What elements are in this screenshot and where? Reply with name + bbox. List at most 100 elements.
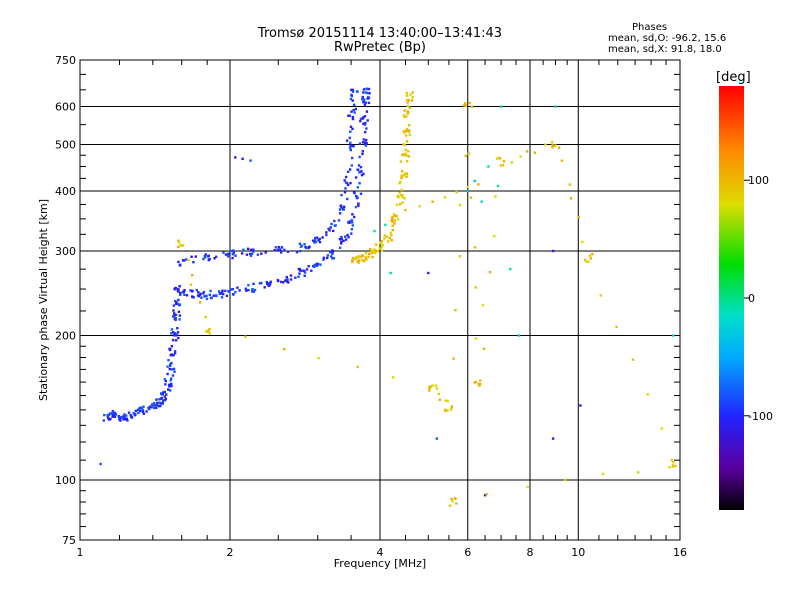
data-point: [269, 282, 272, 286]
data-point: [217, 290, 221, 293]
data-point: [563, 478, 567, 482]
data-point: [348, 220, 351, 223]
data-point: [340, 240, 343, 244]
data-point: [265, 280, 269, 284]
data-point: [354, 205, 358, 209]
y-tick-label: 600: [55, 101, 76, 114]
data-point: [352, 103, 356, 106]
data-point: [370, 250, 373, 253]
data-point: [399, 180, 402, 183]
data-point: [407, 150, 410, 153]
data-point: [496, 157, 499, 160]
data-point: [364, 130, 367, 134]
data-point: [365, 110, 369, 113]
data-point: [171, 338, 175, 342]
data-point: [354, 176, 358, 179]
data-point: [379, 241, 382, 244]
data-point: [192, 261, 195, 264]
data-point: [380, 239, 383, 243]
data-point: [185, 294, 189, 297]
data-point: [247, 284, 250, 287]
phase-x-stats: mean, sd,X: 91.8, 18.0: [608, 44, 722, 55]
data-point: [406, 154, 409, 157]
data-point: [467, 152, 470, 155]
data-point: [150, 403, 154, 406]
data-point: [483, 494, 487, 497]
data-point: [145, 410, 148, 413]
data-point: [295, 250, 299, 254]
data-point: [340, 193, 343, 197]
data-point: [399, 193, 403, 197]
data-point: [365, 87, 368, 91]
data-point: [544, 143, 547, 146]
data-point: [172, 367, 176, 371]
data-point: [176, 331, 180, 334]
data-point: [428, 389, 431, 393]
data-point: [170, 361, 173, 365]
data-point: [218, 292, 222, 295]
data-point: [298, 249, 302, 253]
data-point: [152, 404, 155, 407]
data-point: [119, 416, 122, 419]
data-point: [364, 144, 368, 147]
data-point: [363, 115, 367, 118]
data-point: [671, 334, 675, 337]
data-point: [402, 143, 405, 146]
data-point: [367, 101, 371, 105]
data-point: [464, 154, 467, 158]
data-point: [231, 256, 234, 260]
data-point: [359, 192, 363, 195]
data-point: [273, 249, 276, 252]
data-point: [190, 255, 193, 258]
data-point: [319, 263, 322, 266]
data-point: [202, 292, 205, 295]
data-point: [169, 389, 172, 392]
data-point: [331, 252, 334, 256]
data-point: [333, 224, 336, 227]
data-point: [458, 203, 462, 207]
data-point: [183, 289, 186, 292]
data-point: [103, 413, 106, 417]
data-point: [166, 372, 169, 376]
data-point: [139, 409, 142, 413]
data-point: [398, 191, 401, 194]
data-point: [358, 171, 361, 174]
data-point: [203, 254, 206, 258]
data-point: [401, 201, 404, 204]
data-point: [362, 138, 365, 141]
data-point: [328, 229, 331, 232]
data-point: [253, 288, 257, 292]
data-point: [581, 240, 584, 244]
data-point: [138, 408, 141, 411]
data-point: [204, 315, 207, 319]
data-point: [554, 144, 557, 147]
data-point: [234, 254, 237, 257]
data-point: [330, 222, 333, 226]
data-point: [204, 253, 207, 256]
data-point: [348, 136, 351, 140]
data-point: [599, 294, 602, 297]
data-point: [121, 415, 125, 418]
data-point: [366, 119, 369, 122]
data-point: [406, 111, 410, 114]
data-point: [350, 110, 353, 113]
data-point: [114, 413, 117, 417]
data-point: [533, 151, 537, 154]
data-point: [351, 260, 354, 264]
data-point: [344, 238, 348, 241]
data-point: [348, 146, 352, 149]
data-point: [601, 472, 605, 476]
data-point: [405, 98, 409, 101]
data-point: [359, 119, 362, 123]
data-point: [283, 348, 286, 351]
data-point: [339, 204, 342, 207]
data-point: [210, 296, 213, 299]
data-point: [311, 239, 315, 242]
data-point: [222, 251, 225, 254]
data-point: [353, 215, 356, 219]
data-point: [307, 265, 310, 268]
data-point: [177, 310, 181, 313]
data-point: [234, 290, 237, 294]
data-point: [231, 293, 235, 296]
data-point: [344, 235, 347, 238]
